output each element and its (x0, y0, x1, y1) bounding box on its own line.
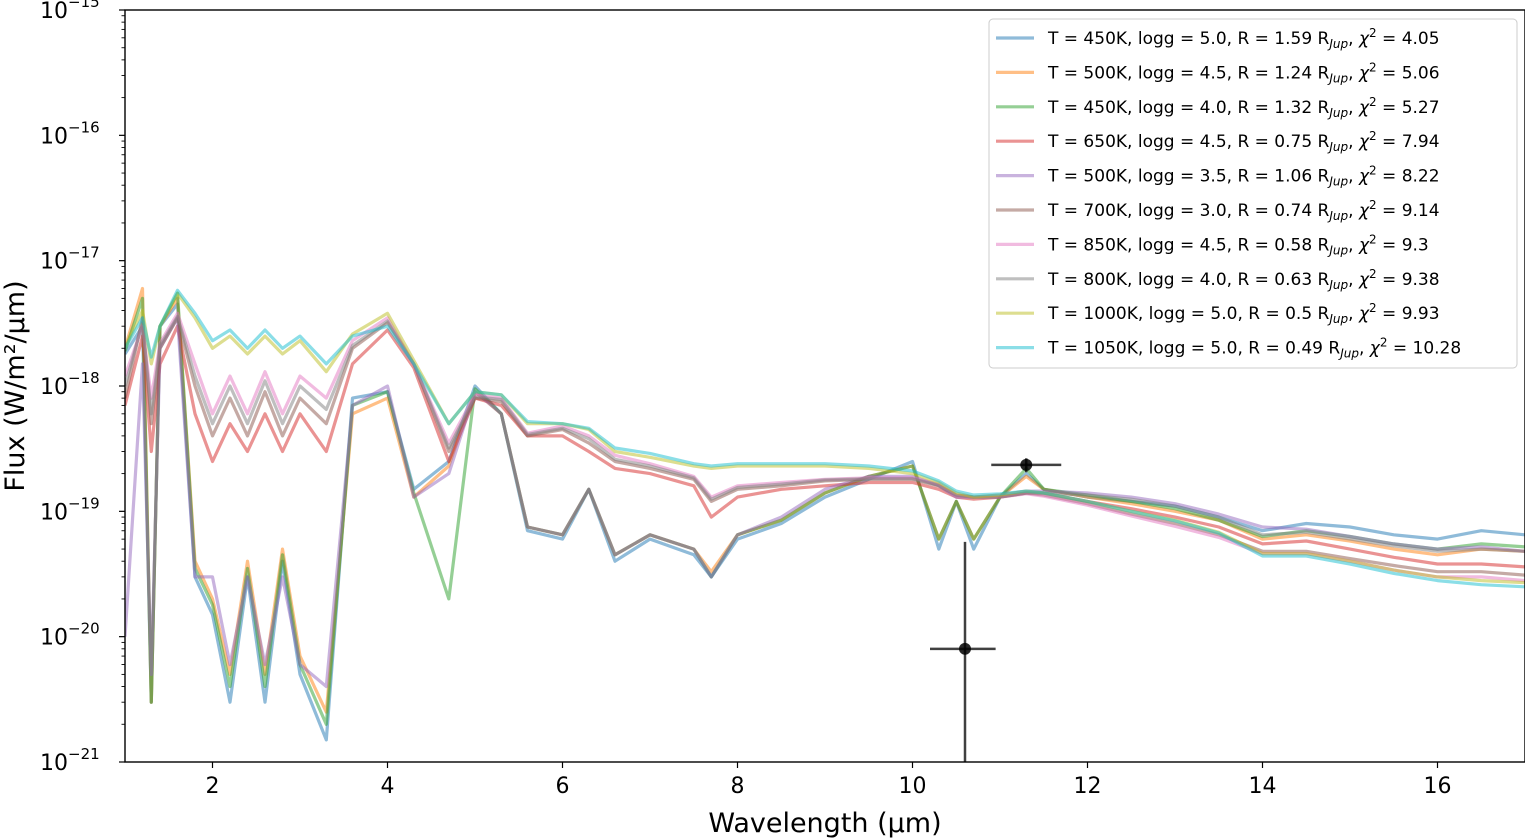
legend-label: T = 1050K, logg = 5.0, R = 0.49 RJup, χ2… (1047, 336, 1461, 361)
y-tick-label: 10−20 (40, 620, 100, 651)
legend-label: T = 850K, logg = 4.5, R = 0.58 RJup, χ2 … (1047, 232, 1429, 257)
x-axis-label: Wavelength (μm) (708, 808, 941, 839)
x-tick-label: 12 (1074, 774, 1102, 799)
x-tick-label: 8 (731, 774, 745, 799)
y-tick-label: 10−21 (40, 745, 100, 776)
y-tick-label: 10−15 (40, 0, 100, 24)
series-line-1 (125, 302, 1525, 742)
y-tick-label: 10−18 (40, 369, 100, 400)
y-axis-ticks: 10−21 10−20 10−19 10−18 10−17 10−16 10−15 (40, 0, 125, 776)
legend-label: T = 700K, logg = 3.0, R = 0.74 RJup, χ2 … (1047, 198, 1440, 223)
y-tick-label: 10−19 (40, 494, 100, 525)
series-line-6 (125, 316, 1525, 577)
x-tick-label: 2 (206, 774, 220, 799)
legend-label: T = 500K, logg = 3.5, R = 1.06 RJup, χ2 … (1047, 164, 1440, 189)
x-axis-ticks: 2 4 6 8 10 12 14 16 (206, 762, 1452, 799)
legend-label: T = 1000K, logg = 5.0, R = 0.5 RJup, χ2 … (1047, 301, 1440, 326)
series-line-4 (125, 324, 1525, 569)
y-tick-label: 10−16 (40, 118, 100, 149)
x-tick-label: 14 (1249, 774, 1277, 799)
data-point-1 (959, 642, 971, 655)
legend-label: T = 450K, logg = 4.0, R = 1.32 RJup, χ2 … (1047, 95, 1440, 120)
data-point-2 (1020, 458, 1033, 471)
x-tick-label: 6 (556, 774, 570, 799)
series-line-5 (125, 316, 1525, 689)
x-tick-label: 16 (1424, 774, 1452, 799)
legend-box (988, 18, 1518, 369)
y-tick-label: 10−17 (40, 244, 100, 275)
legend-label: T = 650K, logg = 4.5, R = 0.75 RJup, χ2 … (1047, 129, 1440, 154)
errorbar-layer (930, 458, 1062, 762)
x-tick-label: 10 (899, 774, 927, 799)
x-tick-label: 4 (381, 774, 395, 799)
series-layer (125, 286, 1525, 742)
legend: T = 450K, logg = 5.0, R = 1.59 RJup, χ2 … (988, 18, 1518, 369)
y-axis-label: Flux (W/m²/μm) (0, 280, 31, 491)
series-line-7 (125, 311, 1525, 583)
legend-label: T = 450K, logg = 5.0, R = 1.59 RJup, χ2 … (1047, 26, 1440, 51)
legend-label: T = 500K, logg = 4.5, R = 1.24 RJup, χ2 … (1047, 60, 1440, 85)
series-line-8 (125, 314, 1525, 553)
legend-label: T = 800K, logg = 4.0, R = 0.63 RJup, χ2 … (1047, 267, 1440, 292)
series-line-10 (125, 288, 1525, 589)
